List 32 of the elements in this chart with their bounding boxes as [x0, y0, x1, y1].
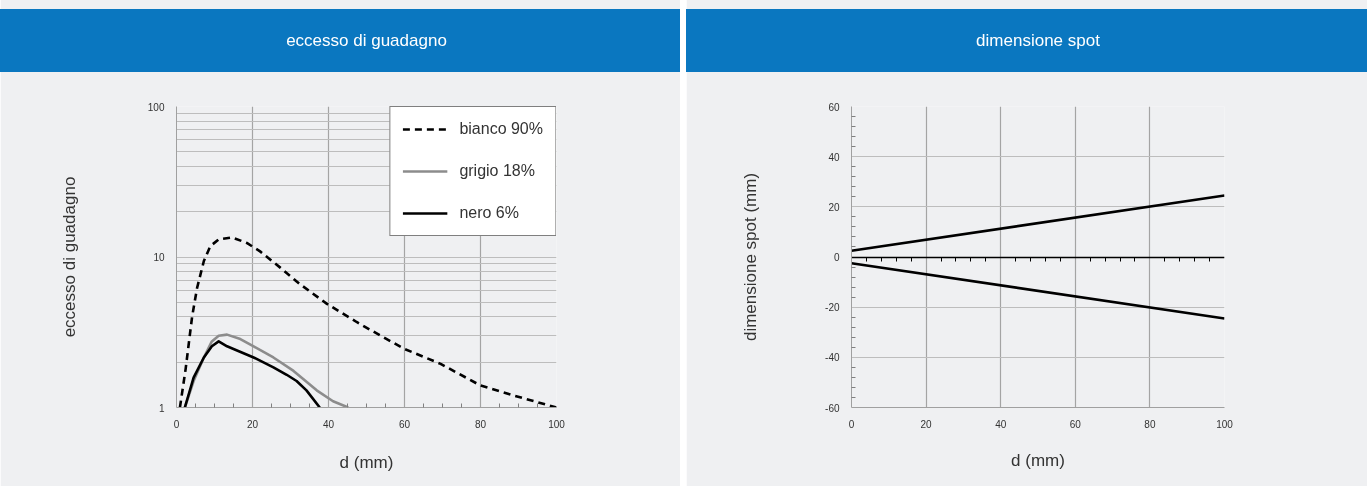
y-tick-label: 10 — [153, 252, 165, 263]
legend-label: grigio 18% — [459, 162, 535, 180]
x-tick-label: 20 — [920, 418, 933, 430]
y-tick-label: 0 — [833, 252, 840, 263]
y-tick-label: 40 — [828, 151, 840, 163]
x-tick-label: 100 — [548, 418, 566, 430]
y-tick-label: 20 — [828, 201, 840, 213]
x-tick-label: 60 — [398, 418, 411, 430]
y-tick-label: 60 — [828, 101, 840, 113]
x-tick-label: 60 — [1069, 418, 1082, 430]
y-axis-title: eccesso di guadagno — [59, 176, 79, 338]
legend-label: bianco 90% — [459, 120, 543, 138]
y-axis-title: dimensione spot (mm) — [741, 172, 761, 342]
x-tick-label: 20 — [246, 418, 259, 430]
x-tick-label: 80 — [474, 418, 487, 430]
x-tick-label: 40 — [995, 418, 1007, 430]
x-axis-title: d (mm) — [339, 452, 394, 472]
y-tick-label: 1 — [158, 402, 165, 414]
y-tick-label: -20 — [825, 302, 840, 314]
chart-title: dimensione spot — [976, 31, 1101, 50]
x-tick-label: 0 — [173, 418, 180, 430]
y-tick-label: -40 — [825, 352, 840, 364]
y-tick-label: 100 — [147, 101, 165, 113]
x-tick-label: 0 — [848, 418, 855, 430]
x-axis-title: d (mm) — [1011, 450, 1065, 470]
legend-label: nero 6% — [459, 204, 519, 222]
x-tick-label: 100 — [1216, 418, 1234, 430]
x-tick-label: 40 — [322, 418, 335, 430]
y-tick-label: -60 — [825, 402, 840, 414]
x-tick-label: 80 — [1144, 418, 1156, 430]
line-series — [183, 340, 322, 408]
chart-title: eccesso di guadagno — [286, 31, 447, 50]
